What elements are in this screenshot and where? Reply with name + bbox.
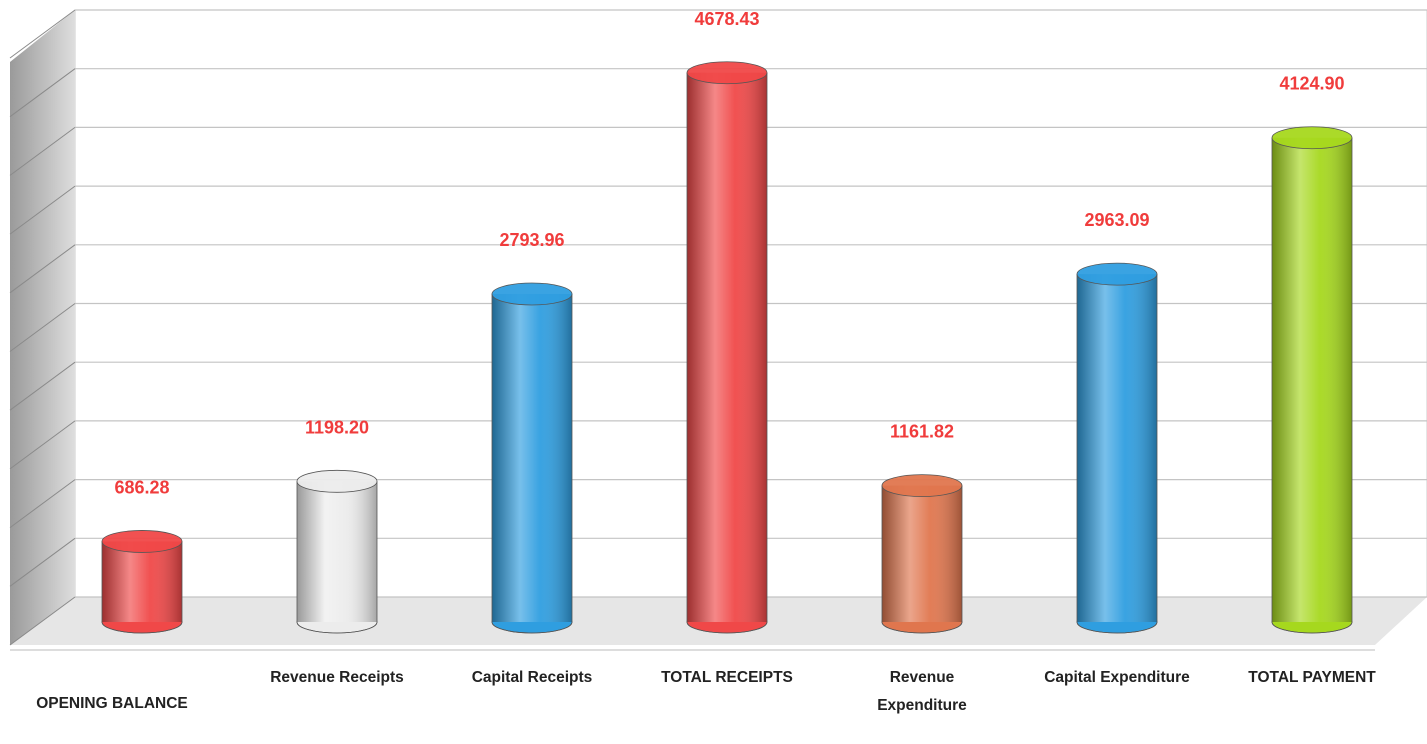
bars: 686.28 1198.20 2793.96 4678.43 1161.82 2963.0…: [101, 9, 1353, 634]
bar-outline: [1271, 137, 1353, 634]
bar-outline: [1076, 274, 1158, 634]
bar-shade: [492, 293, 572, 622]
side-grid-line: [9, 361, 76, 411]
bar: [296, 469, 378, 634]
x-tick-label: Revenue Receipts: [270, 669, 404, 686]
bar-shade: [687, 72, 767, 622]
value-label: 4678.43: [694, 9, 759, 29]
bar: [686, 61, 768, 634]
bar-outline: [101, 541, 183, 634]
x-tick-label: Capital Receipts: [471, 669, 593, 686]
side-grid-line: [9, 479, 76, 529]
bar-top: [296, 469, 378, 493]
bar-outline: [881, 485, 963, 634]
bar-shade: [297, 481, 377, 622]
value-label: 686.28: [114, 477, 169, 497]
bar-top: [881, 474, 963, 498]
x-tick-label: TOTAL PAYMENT: [1248, 669, 1376, 686]
bar: [1271, 126, 1353, 634]
side-grid-line: [9, 126, 76, 176]
bar-shade: [1272, 137, 1352, 622]
bar-shade: [1077, 274, 1157, 622]
value-label: 2963.09: [1084, 210, 1149, 230]
x-tick-label: Revenue Expenditure: [877, 669, 967, 714]
x-tick-label: Capital Expenditure: [1044, 669, 1190, 686]
value-label: 4124.90: [1279, 74, 1344, 94]
side-grid-line: [9, 185, 76, 235]
side-grid-line: [9, 9, 76, 59]
bar: [101, 530, 183, 634]
bar: [1076, 262, 1158, 634]
bar-shade: [102, 541, 182, 622]
side-grid-line: [9, 303, 76, 352]
bar-top: [101, 530, 183, 553]
side-grid-line: [9, 244, 76, 294]
value-label: 1198.20: [305, 417, 369, 437]
value-label: 1161.82: [890, 422, 954, 442]
bar-shade: [882, 485, 962, 622]
side-grid-line: [9, 420, 76, 470]
side-grid-line: [9, 596, 76, 646]
bar-top: [1271, 126, 1353, 150]
bar: [491, 282, 573, 634]
x-tick-label: OPENING BALANCE: [36, 695, 188, 712]
bar-top: [686, 61, 768, 85]
bar-outline: [491, 293, 573, 634]
bar-outline: [296, 481, 378, 634]
bar-top: [1076, 262, 1158, 286]
x-tick-label: TOTAL RECEIPTS: [661, 669, 793, 686]
bar-top: [491, 282, 573, 306]
bar: [881, 474, 963, 634]
bar-outline: [686, 72, 768, 634]
side-grid-line: [9, 68, 76, 118]
side-grid-line: [9, 537, 76, 587]
value-label: 2793.96: [499, 230, 564, 250]
